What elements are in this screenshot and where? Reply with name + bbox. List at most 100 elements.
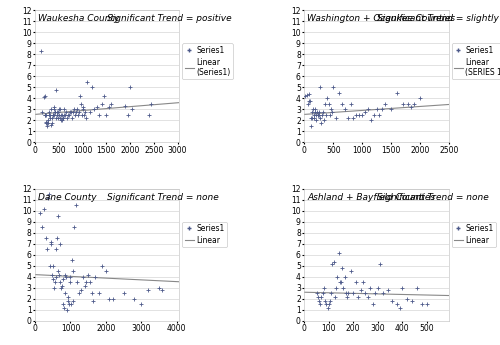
Point	[40, 206, 48, 211]
Legend: Series1, Linear
(Series1): Series1, Linear (Series1)	[182, 43, 232, 79]
Point	[94, 290, 102, 296]
Point	[44, 118, 52, 123]
Point	[326, 112, 334, 118]
Point	[328, 109, 336, 115]
Point	[346, 101, 354, 107]
Point	[354, 294, 362, 299]
Point	[80, 283, 88, 288]
Point	[407, 105, 415, 110]
Point	[344, 290, 352, 296]
Point	[86, 279, 94, 285]
Point	[54, 268, 62, 274]
Point	[55, 112, 63, 118]
Point	[64, 112, 72, 118]
Point	[374, 285, 382, 290]
Point	[318, 112, 326, 118]
Point	[54, 109, 62, 115]
Point	[328, 261, 336, 266]
Point	[58, 112, 66, 118]
Point	[40, 95, 48, 100]
Point	[309, 107, 317, 112]
Point	[57, 285, 65, 290]
Point	[40, 93, 48, 99]
Point	[396, 305, 404, 310]
Point	[69, 109, 77, 115]
Point	[306, 116, 314, 121]
Point	[65, 112, 73, 118]
Point	[336, 279, 344, 285]
Point	[120, 290, 128, 296]
Point	[302, 93, 310, 99]
Point	[398, 101, 406, 107]
Point	[102, 268, 110, 274]
Point	[95, 112, 103, 118]
Point	[327, 290, 335, 296]
Point	[53, 236, 61, 241]
Point	[403, 296, 411, 302]
Point	[63, 307, 71, 313]
Point	[68, 257, 76, 263]
Point	[78, 112, 86, 118]
Point	[74, 109, 82, 115]
Point	[312, 290, 320, 296]
Point	[372, 107, 380, 112]
Text: Significant Trend = slightly positive: Significant Trend = slightly positive	[376, 14, 500, 23]
Point	[64, 294, 72, 299]
Point	[418, 302, 426, 307]
Point	[47, 107, 55, 112]
Point	[100, 93, 108, 99]
Point	[51, 279, 59, 285]
Point	[372, 290, 380, 296]
Point	[38, 109, 46, 115]
Point	[48, 272, 56, 277]
Point	[82, 116, 90, 121]
Point	[44, 247, 52, 252]
Point	[48, 241, 56, 247]
Point	[314, 294, 322, 299]
Point	[350, 116, 358, 121]
Point	[51, 109, 59, 115]
Point	[49, 112, 57, 118]
Point	[54, 112, 62, 118]
Point	[314, 112, 322, 118]
Point	[318, 290, 326, 296]
Point	[329, 85, 337, 90]
Point	[41, 112, 49, 118]
Point	[107, 101, 115, 107]
Point	[56, 107, 64, 112]
Point	[307, 123, 315, 129]
Point	[335, 90, 343, 96]
Point	[77, 287, 85, 293]
Point	[60, 290, 68, 296]
Legend: Series1, Linear
(SERIES 1): Series1, Linear (SERIES 1)	[452, 43, 500, 79]
Point	[340, 285, 347, 290]
Point	[316, 109, 324, 115]
Point	[320, 285, 328, 290]
Point	[387, 107, 395, 112]
Point	[58, 118, 66, 123]
Point	[68, 116, 76, 121]
Point	[342, 290, 350, 296]
Point	[310, 116, 318, 121]
Point	[48, 116, 56, 121]
Point	[124, 112, 132, 118]
Point	[42, 112, 50, 118]
Point	[56, 118, 64, 123]
Point	[42, 112, 50, 118]
Point	[308, 116, 316, 121]
Point	[340, 274, 348, 279]
Point	[82, 109, 90, 115]
Point	[306, 91, 314, 97]
Point	[84, 272, 92, 277]
Point	[155, 285, 163, 290]
Point	[376, 261, 384, 266]
Point	[67, 109, 75, 115]
Point	[70, 107, 78, 112]
Point	[36, 210, 44, 216]
Point	[304, 101, 312, 107]
Point	[352, 279, 360, 285]
Point	[128, 107, 136, 112]
Point	[315, 298, 323, 304]
Point	[332, 285, 340, 290]
Point	[305, 98, 313, 104]
